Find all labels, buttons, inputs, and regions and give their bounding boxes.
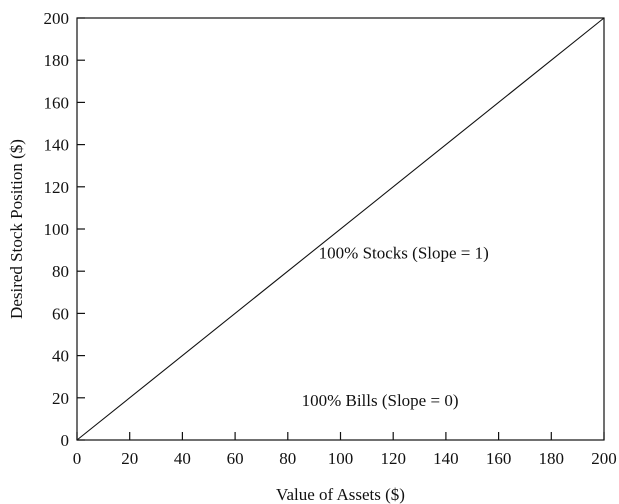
- y-tick-label: 80: [52, 262, 69, 281]
- y-tick-label: 60: [52, 304, 69, 323]
- y-tick-label: 100: [44, 220, 70, 239]
- x-tick-label: 60: [227, 449, 244, 468]
- stocks-annotation: 100% Stocks (Slope = 1): [319, 244, 489, 263]
- x-tick-label: 180: [539, 449, 565, 468]
- x-tick-label: 200: [591, 449, 617, 468]
- x-tick-label: 100: [328, 449, 354, 468]
- y-tick-label: 120: [44, 178, 70, 197]
- y-tick-label: 0: [61, 431, 70, 450]
- x-tick-label: 120: [380, 449, 406, 468]
- plot-layer: 0 20 40 60 80 100 120 140 160 180 200 0 20 40 60 80 100 1…: [44, 9, 617, 468]
- y-tick-label: 140: [44, 136, 70, 155]
- y-tick-label: 180: [44, 51, 70, 70]
- x-tick-label: 40: [174, 449, 191, 468]
- y-axis-label: Desired Stock Position ($): [7, 139, 26, 319]
- y-tick-label: 200: [44, 9, 70, 28]
- x-tick-label: 140: [433, 449, 459, 468]
- x-tick-label: 20: [121, 449, 138, 468]
- y-tick-label: 20: [52, 389, 69, 408]
- y-tick-label: 160: [44, 93, 70, 112]
- x-axis-label: Value of Assets ($): [276, 485, 405, 504]
- x-tick-label: 160: [486, 449, 512, 468]
- y-tick-label: 40: [52, 347, 69, 366]
- x-tick-label: 80: [279, 449, 296, 468]
- stocks-line: [76, 17, 605, 441]
- bills-annotation: 100% Bills (Slope = 0): [302, 391, 459, 410]
- x-tick-label: 0: [73, 449, 82, 468]
